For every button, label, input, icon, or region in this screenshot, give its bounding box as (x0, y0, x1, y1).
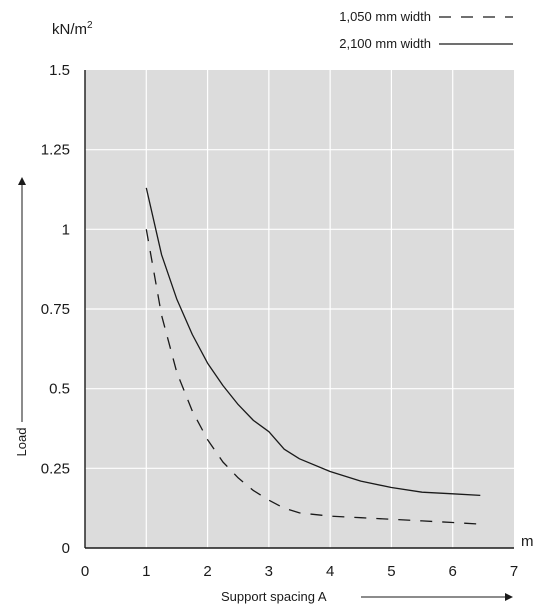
x-tick-label: 4 (326, 563, 334, 580)
y-tick-label: 0 (62, 540, 70, 557)
y-tick-labels: 0 0.25 0.5 0.75 1 1.25 1.5 (41, 62, 70, 557)
x-axis-title: Support spacing A (221, 589, 327, 604)
x-tick-labels: 0 1 2 3 4 5 6 7 (81, 563, 518, 580)
x-tick-label: 0 (81, 563, 89, 580)
x-tick-label: 5 (387, 563, 395, 580)
x-tick-label: 3 (265, 563, 273, 580)
y-unit-label: kN/m2 (52, 20, 93, 38)
x-tick-label: 6 (449, 563, 457, 580)
y-tick-label: 1 (62, 221, 70, 238)
y-tick-label: 0.5 (49, 381, 70, 398)
x-tick-label: 7 (510, 563, 518, 580)
y-tick-label: 1.5 (49, 62, 70, 79)
x-tick-label: 1 (142, 563, 150, 580)
x-tick-label: 2 (203, 563, 211, 580)
y-tick-label: 0.25 (41, 460, 70, 477)
x-unit-label: m (521, 533, 534, 550)
y-tick-label: 0.75 (41, 301, 70, 318)
y-tick-label: 1.25 (41, 142, 70, 159)
legend: 1,050 mm width 2,100 mm width (339, 9, 513, 51)
legend-label-2100: 2,100 mm width (339, 36, 431, 51)
legend-label-1050: 1,050 mm width (339, 9, 431, 24)
y-axis-title: Load (14, 428, 29, 457)
